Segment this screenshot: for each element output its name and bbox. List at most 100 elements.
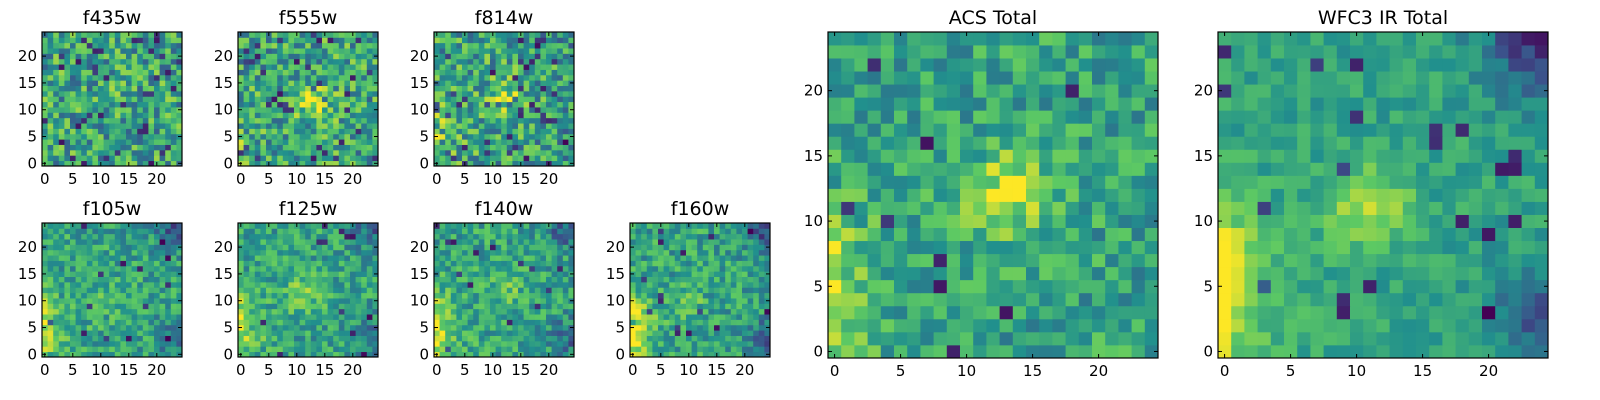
pixel-cell bbox=[126, 292, 132, 299]
pixel-cell bbox=[490, 85, 496, 92]
pixel-cell bbox=[557, 346, 564, 353]
pixel-cell bbox=[742, 335, 748, 342]
pixel-cell bbox=[131, 351, 138, 358]
pixel-cell bbox=[551, 107, 558, 113]
pixel-cell bbox=[53, 303, 60, 310]
pixel-cell bbox=[294, 255, 300, 261]
pixel-cell bbox=[238, 346, 244, 353]
pixel-cell bbox=[894, 344, 908, 359]
pixel-cell bbox=[366, 292, 373, 299]
pixel-cell bbox=[484, 335, 491, 342]
pixel-cell bbox=[445, 228, 452, 235]
pixel-cell bbox=[288, 80, 295, 86]
pixel-cell bbox=[294, 340, 300, 347]
pixel-cell bbox=[92, 37, 99, 44]
pixel-cell bbox=[98, 85, 104, 92]
pixel-cell bbox=[518, 64, 524, 70]
pixel-cell bbox=[1131, 214, 1146, 228]
pixel-cell bbox=[361, 233, 368, 240]
pixel-cell bbox=[159, 133, 166, 140]
pixel-cell bbox=[635, 303, 642, 310]
pixel-cell bbox=[310, 144, 317, 151]
pixel-cell bbox=[266, 155, 272, 162]
pixel-cell bbox=[714, 244, 720, 251]
pixel-cell bbox=[159, 335, 166, 342]
pixel-cell bbox=[467, 239, 474, 245]
pixel-cell bbox=[478, 112, 485, 119]
pixel-cell bbox=[907, 188, 921, 202]
pixel-cell bbox=[568, 58, 575, 65]
pixel-cell bbox=[445, 160, 452, 167]
pixel-cell bbox=[282, 117, 289, 124]
pixel-cell bbox=[299, 96, 306, 103]
pixel-cell bbox=[98, 117, 104, 124]
pixel-cell bbox=[305, 123, 312, 129]
pixel-cell bbox=[973, 149, 987, 163]
pixel-cell bbox=[445, 32, 452, 38]
pixel-cell bbox=[719, 239, 726, 245]
pixel-cell bbox=[260, 90, 267, 97]
pixel-cell bbox=[98, 58, 104, 65]
pixel-cell bbox=[103, 303, 110, 310]
pixel-cell bbox=[176, 223, 183, 229]
pixel-cell bbox=[361, 107, 368, 113]
pixel-cell bbox=[523, 346, 530, 353]
pixel-cell bbox=[764, 314, 771, 320]
pixel-cell bbox=[551, 42, 558, 49]
pixel-cell bbox=[81, 117, 88, 124]
pixel-cell bbox=[1026, 162, 1040, 176]
pixel-cell bbox=[282, 287, 289, 294]
pixel-cell bbox=[154, 324, 160, 331]
pixel-cell bbox=[137, 281, 144, 288]
pixel-cell bbox=[266, 249, 272, 256]
pixel-cell bbox=[176, 340, 183, 347]
pixel-cell bbox=[534, 249, 541, 256]
pixel-cell bbox=[260, 53, 267, 60]
pixel-cell bbox=[355, 149, 362, 156]
pixel-cell bbox=[361, 314, 368, 320]
pixel-cell bbox=[271, 107, 278, 113]
pixel-cell bbox=[148, 96, 155, 103]
pixel-cell bbox=[641, 303, 648, 310]
pixel-cell bbox=[344, 90, 351, 97]
pixel-cell bbox=[165, 133, 172, 140]
pixel-cell bbox=[58, 239, 65, 245]
pixel-cell bbox=[946, 175, 961, 189]
pixel-cell bbox=[1012, 201, 1027, 215]
pixel-cell bbox=[154, 85, 160, 92]
pixel-cell bbox=[986, 227, 1000, 242]
pixel-cell bbox=[680, 324, 687, 331]
pixel-cell bbox=[680, 265, 687, 272]
pixel-cell bbox=[697, 330, 704, 336]
pixel-cell bbox=[81, 139, 88, 145]
pixel-cell bbox=[686, 324, 692, 331]
pixel-cell bbox=[758, 260, 765, 267]
pixel-cell bbox=[176, 239, 183, 245]
pixel-cell bbox=[702, 303, 709, 310]
pixel-cell bbox=[669, 292, 676, 299]
pixel-cell bbox=[680, 249, 687, 256]
pixel-cell bbox=[753, 324, 760, 331]
pixel-cell bbox=[1012, 188, 1027, 202]
pixel-cell bbox=[652, 260, 659, 267]
pixel-cell bbox=[310, 244, 317, 251]
pixel-cell bbox=[109, 255, 116, 261]
pixel-cell bbox=[736, 265, 743, 272]
pixel-cell bbox=[305, 48, 312, 54]
pixel-cell bbox=[361, 303, 368, 310]
pixel-cell bbox=[361, 117, 368, 124]
pixel-cell bbox=[254, 351, 261, 358]
pixel-cell bbox=[523, 298, 530, 304]
pixel-cell bbox=[310, 58, 317, 65]
pixel-cell bbox=[562, 292, 569, 299]
pixel-cell bbox=[322, 233, 328, 240]
pixel-cell bbox=[42, 281, 48, 288]
pixel-cell bbox=[131, 228, 138, 235]
pixel-cell bbox=[635, 324, 642, 331]
pixel-cell bbox=[114, 298, 121, 304]
pixel-cell bbox=[249, 85, 256, 92]
pixel-cell bbox=[126, 324, 132, 331]
pixel-cell bbox=[828, 266, 842, 281]
pixel-cell bbox=[260, 37, 267, 44]
pixel-cell bbox=[361, 90, 368, 97]
